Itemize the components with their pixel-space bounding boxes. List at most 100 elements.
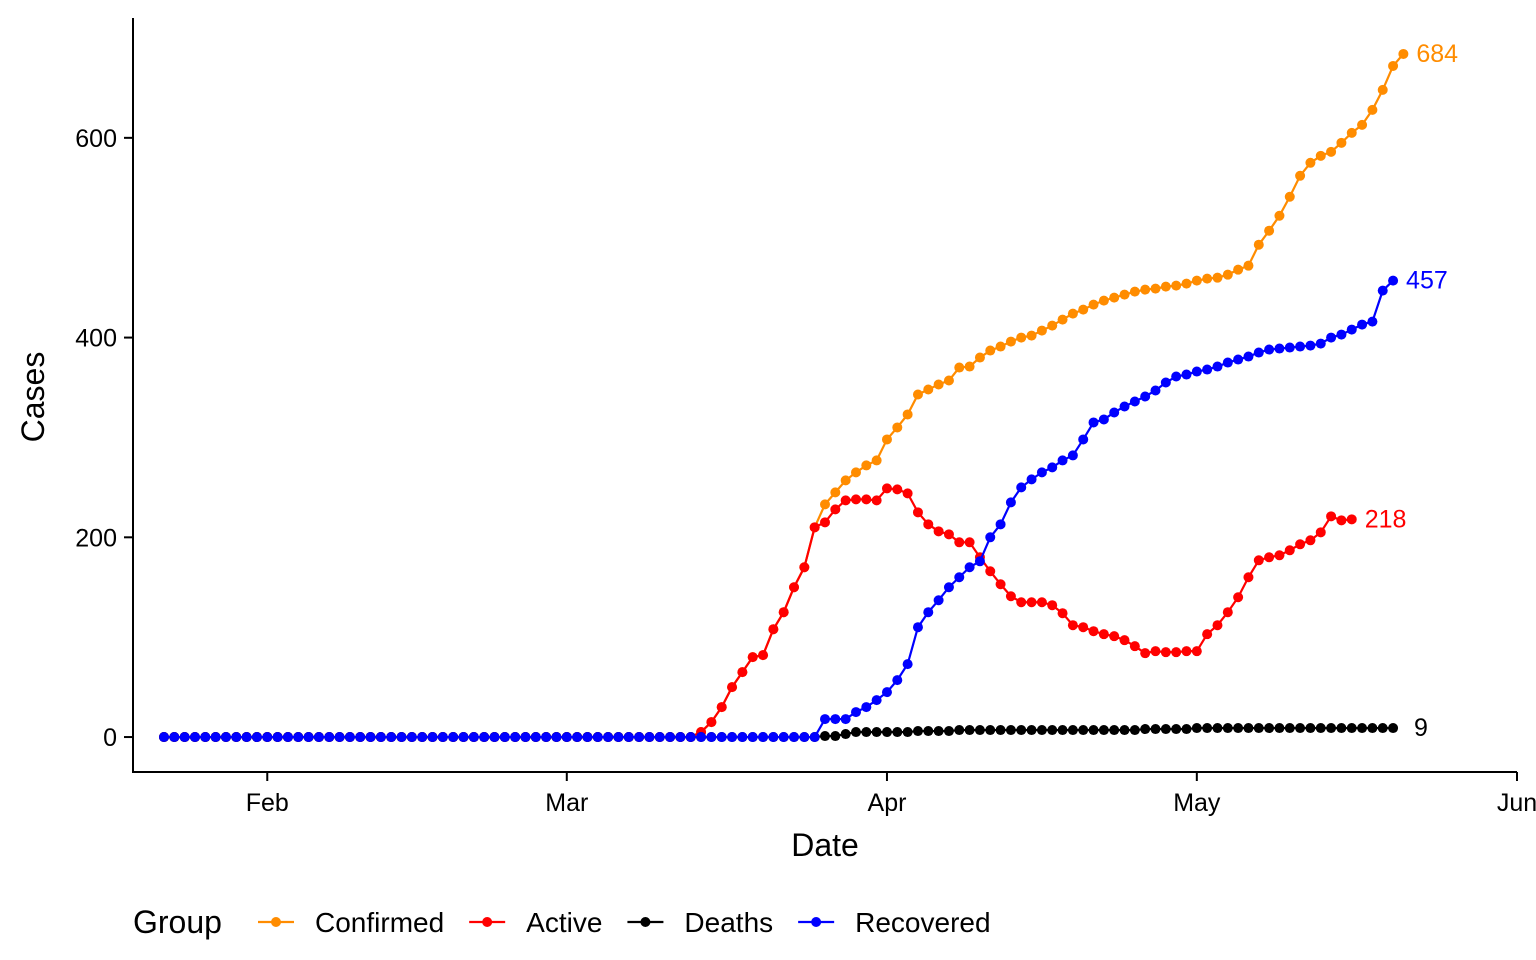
data-point-active <box>1057 608 1068 619</box>
data-point-deaths <box>1253 723 1264 734</box>
data-point-confirmed <box>1212 272 1223 283</box>
data-point-recovered <box>530 732 541 743</box>
data-point-recovered <box>448 732 459 743</box>
data-point-active <box>954 537 965 548</box>
x-tick-label: Feb <box>246 789 289 817</box>
data-point-confirmed <box>985 345 996 356</box>
data-point-confirmed <box>1067 308 1078 319</box>
data-point-recovered <box>458 732 469 743</box>
data-point-recovered <box>220 732 231 743</box>
data-point-recovered <box>1067 450 1078 461</box>
legend-title: Group <box>133 904 222 940</box>
legend-key-recovered: Recovered <box>798 907 991 938</box>
series-line-active <box>163 487 1352 739</box>
data-point-deaths <box>1171 724 1182 735</box>
data-point-deaths <box>1160 724 1171 735</box>
data-point-recovered <box>1129 396 1140 407</box>
data-point-confirmed <box>964 361 975 372</box>
data-point-deaths <box>1109 725 1120 736</box>
data-point-active <box>985 566 996 577</box>
end-labels-group: 684 218 9 457 <box>1365 40 1458 742</box>
data-point-recovered <box>1284 342 1295 353</box>
data-point-deaths <box>1119 725 1130 736</box>
data-point-recovered <box>696 732 707 743</box>
data-point-recovered <box>758 732 769 743</box>
data-point-active <box>1264 552 1275 563</box>
data-point-deaths <box>1274 723 1285 734</box>
data-point-confirmed <box>1098 295 1109 306</box>
data-point-active <box>881 483 892 494</box>
data-point-recovered <box>1078 434 1089 445</box>
data-point-confirmed <box>954 362 965 373</box>
data-point-confirmed <box>820 499 830 510</box>
data-point-recovered <box>1326 332 1337 343</box>
data-point-deaths <box>1367 723 1378 734</box>
data-point-active <box>1078 622 1089 633</box>
data-point-deaths <box>1346 723 1357 734</box>
data-point-confirmed <box>1295 170 1306 181</box>
data-point-deaths <box>850 727 861 738</box>
legend-key-confirmed: Confirmed <box>258 907 444 938</box>
data-point-recovered <box>809 732 820 743</box>
data-point-recovered <box>654 732 665 743</box>
data-point-recovered <box>344 732 355 743</box>
legend-key-active: Active <box>469 907 602 938</box>
data-point-recovered <box>262 732 273 743</box>
data-point-recovered <box>892 675 903 686</box>
data-point-active <box>1284 545 1295 556</box>
data-point-confirmed <box>912 389 923 400</box>
data-point-active <box>840 495 851 506</box>
data-point-confirmed <box>1305 157 1316 168</box>
data-point-recovered <box>365 732 376 743</box>
data-point-deaths <box>943 726 954 737</box>
data-point-recovered <box>551 732 562 743</box>
data-point-recovered <box>840 714 851 725</box>
series-deaths <box>158 723 1399 743</box>
data-point-confirmed <box>1036 325 1047 336</box>
data-point-confirmed <box>1377 84 1388 95</box>
data-point-recovered <box>479 732 490 743</box>
data-point-deaths <box>933 726 944 737</box>
data-point-recovered <box>1346 324 1357 335</box>
data-point-confirmed <box>1078 304 1089 315</box>
data-point-deaths <box>1067 725 1078 736</box>
data-point-recovered <box>1253 347 1264 358</box>
data-point-deaths <box>1222 723 1233 734</box>
data-point-active <box>1233 592 1244 603</box>
data-point-recovered <box>1305 340 1316 351</box>
legend-label-deaths: Deaths <box>684 907 773 938</box>
data-point-recovered <box>489 732 500 743</box>
data-point-recovered <box>1098 414 1109 425</box>
data-point-deaths <box>840 729 851 740</box>
data-point-confirmed <box>1315 150 1326 161</box>
data-point-recovered <box>510 732 521 743</box>
data-point-recovered <box>1005 497 1016 508</box>
legend-label-confirmed: Confirmed <box>315 907 444 938</box>
data-point-deaths <box>1026 725 1037 736</box>
legend-point-active <box>482 917 493 927</box>
data-point-deaths <box>995 725 1006 736</box>
data-point-confirmed <box>892 422 903 433</box>
data-point-confirmed <box>1326 146 1337 157</box>
data-point-active <box>799 562 810 573</box>
data-point-recovered <box>406 732 417 743</box>
x-tick-label: Jun <box>1497 789 1536 817</box>
data-point-recovered <box>437 732 448 743</box>
data-point-recovered <box>1202 364 1213 375</box>
data-point-active <box>1253 555 1264 566</box>
data-point-deaths <box>1016 725 1027 736</box>
data-point-recovered <box>1222 357 1233 368</box>
data-point-recovered <box>355 732 366 743</box>
data-point-active <box>1088 626 1099 637</box>
data-point-recovered <box>613 732 624 743</box>
data-point-recovered <box>861 702 872 713</box>
data-point-recovered <box>200 732 211 743</box>
data-point-recovered <box>1315 338 1326 349</box>
end-label-active: 218 <box>1365 505 1407 533</box>
data-point-recovered <box>541 732 552 743</box>
x-tick-label: May <box>1173 789 1221 817</box>
data-point-recovered <box>1191 366 1202 377</box>
data-point-recovered <box>417 732 428 743</box>
legend-point-confirmed <box>271 917 281 927</box>
